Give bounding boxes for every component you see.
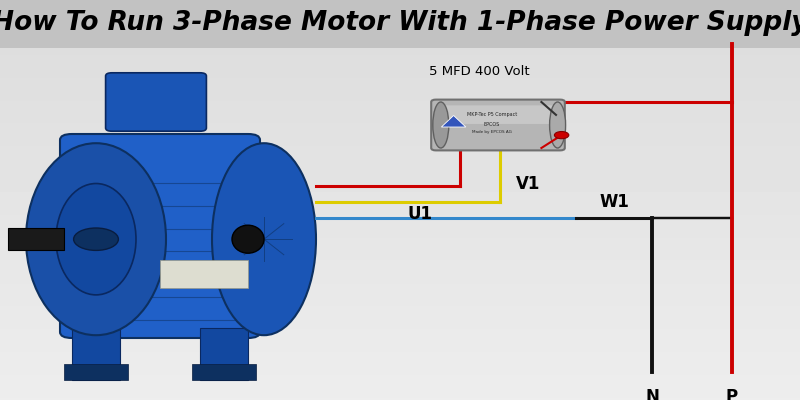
Bar — [72, 328, 120, 380]
Text: Made by EPCOS AG: Made by EPCOS AG — [472, 130, 512, 134]
Ellipse shape — [232, 225, 264, 253]
Ellipse shape — [56, 184, 136, 295]
Text: N: N — [645, 388, 659, 400]
Text: MKP-Tec P5 Compact: MKP-Tec P5 Compact — [466, 112, 517, 117]
Text: V1: V1 — [516, 175, 540, 193]
Text: 5 MFD 400 Volt: 5 MFD 400 Volt — [429, 65, 530, 78]
Ellipse shape — [433, 102, 449, 148]
Text: EPCOS: EPCOS — [484, 122, 500, 126]
Ellipse shape — [212, 143, 316, 335]
Circle shape — [74, 228, 118, 250]
FancyBboxPatch shape — [60, 134, 260, 338]
Circle shape — [554, 132, 569, 139]
FancyBboxPatch shape — [106, 73, 206, 131]
Bar — [200, 328, 248, 380]
Ellipse shape — [550, 102, 566, 148]
FancyBboxPatch shape — [438, 105, 558, 124]
Text: W1: W1 — [600, 193, 630, 211]
Bar — [192, 364, 256, 380]
Ellipse shape — [26, 143, 166, 335]
Text: P: P — [726, 388, 738, 400]
Bar — [8, 228, 64, 250]
Bar — [0, 0, 800, 48]
Polygon shape — [442, 116, 466, 127]
Text: How To Run 3-Phase Motor With 1-Phase Power Supply: How To Run 3-Phase Motor With 1-Phase Po… — [0, 10, 800, 36]
FancyBboxPatch shape — [431, 100, 565, 150]
Bar — [64, 364, 128, 380]
Text: U1: U1 — [407, 205, 433, 223]
Bar — [160, 260, 248, 288]
